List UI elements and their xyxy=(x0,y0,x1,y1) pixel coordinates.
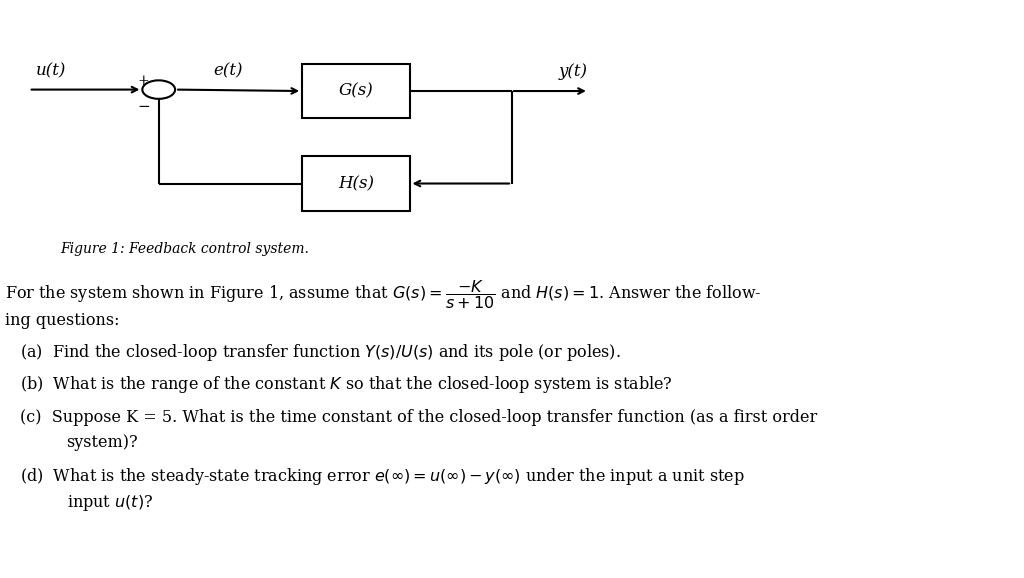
Text: (a)  Find the closed-loop transfer function $Y(s)/U(s)$ and its pole (or poles).: (a) Find the closed-loop transfer functi… xyxy=(20,342,622,363)
Text: (c)  Suppose K = 5. What is the time constant of the closed-loop transfer functi: (c) Suppose K = 5. What is the time cons… xyxy=(20,409,818,426)
Text: +: + xyxy=(137,74,150,88)
Text: Figure 1: Feedback control system.: Figure 1: Feedback control system. xyxy=(59,242,309,255)
Text: e(t): e(t) xyxy=(214,63,243,80)
Bar xyxy=(302,156,410,211)
Text: H(s): H(s) xyxy=(338,175,374,192)
Text: y(t): y(t) xyxy=(559,63,588,80)
Text: ing questions:: ing questions: xyxy=(5,312,120,329)
Text: (b)  What is the range of the constant $K$ so that the closed-loop system is sta: (b) What is the range of the constant $K… xyxy=(20,374,673,395)
Text: (d)  What is the steady-state tracking error $e(\infty) = u(\infty) - y(\infty)$: (d) What is the steady-state tracking er… xyxy=(20,466,745,487)
Text: u(t): u(t) xyxy=(36,63,67,80)
Text: −: − xyxy=(137,100,150,114)
Text: For the system shown in Figure 1, assume that $G(s) = \dfrac{-K}{s+10}$ and $H(s: For the system shown in Figure 1, assume… xyxy=(5,278,762,312)
Text: system)?: system)? xyxy=(67,434,138,451)
Text: input $u(t)$?: input $u(t)$? xyxy=(67,493,153,513)
Bar xyxy=(302,64,410,118)
Text: G(s): G(s) xyxy=(339,83,373,99)
